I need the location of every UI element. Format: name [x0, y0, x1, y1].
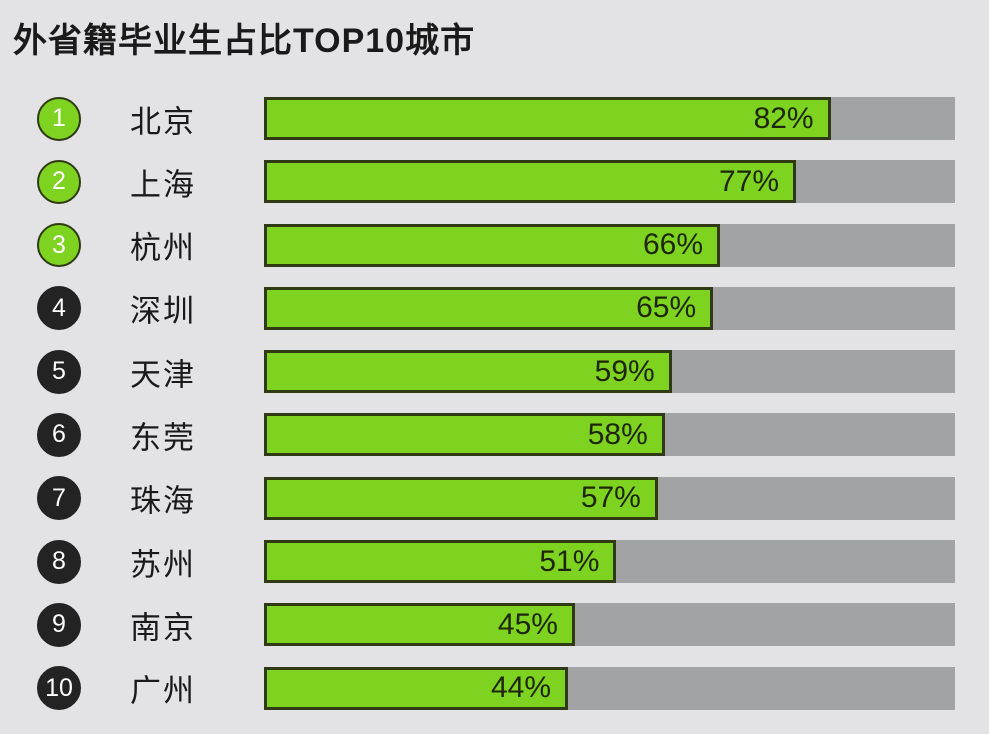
bar: 65% [264, 286, 714, 330]
rank-badge: 8 [37, 539, 81, 584]
bar-value-label: 45% [497, 607, 558, 641]
rank-badge: 3 [37, 223, 81, 268]
chart-rows: 1 北京 82% 2 上海 77% 3 杭州 66% 4 深圳 65% 5 天津 59% 6 东莞 58% 7 珠海 5… [0, 96, 989, 730]
rank-badge: 6 [37, 412, 81, 457]
city-label: 杭州 [130, 230, 196, 266]
bar: 66% [264, 223, 721, 267]
bar-track: 58% [264, 413, 955, 457]
bar-track: 57% [264, 476, 955, 520]
rank-badge: 10 [37, 666, 81, 711]
city-label: 天津 [130, 357, 196, 393]
chart-row: 9 南京 45% [0, 602, 989, 647]
bar-track: 51% [264, 540, 955, 584]
bar-track: 65% [264, 286, 955, 330]
bar: 58% [264, 413, 665, 457]
bar-track: 59% [264, 350, 955, 394]
chart-row: 3 杭州 66% [0, 223, 989, 268]
chart-row: 2 上海 77% [0, 159, 989, 204]
bar-value-label: 77% [719, 164, 780, 198]
chart-row: 1 北京 82% [0, 96, 989, 141]
rank-badge: 1 [37, 96, 81, 141]
bar-value-label: 58% [587, 417, 648, 451]
city-label: 深圳 [130, 293, 196, 329]
bar: 45% [264, 603, 575, 647]
bar: 44% [264, 666, 569, 710]
chart-row: 8 苏州 51% [0, 539, 989, 584]
chart-row: 4 深圳 65% [0, 286, 989, 331]
bar-track: 44% [264, 666, 955, 710]
city-label: 东莞 [130, 420, 196, 456]
chart-row: 5 天津 59% [0, 349, 989, 394]
city-label: 广州 [130, 673, 196, 709]
chart-title: 外省籍毕业生占比TOP10城市 [13, 22, 476, 60]
chart-row: 7 珠海 57% [0, 476, 989, 521]
bar-value-label: 44% [490, 671, 552, 705]
rank-badge: 2 [37, 159, 81, 204]
bar: 59% [264, 350, 672, 394]
bar-track: 82% [264, 97, 955, 140]
rank-badge: 9 [37, 602, 81, 647]
bar: 51% [264, 540, 617, 584]
city-label: 北京 [130, 104, 196, 139]
bar: 57% [264, 476, 658, 520]
city-label: 珠海 [130, 483, 196, 519]
bar-value-label: 59% [594, 354, 655, 388]
city-label: 上海 [130, 167, 196, 203]
bar-track: 77% [264, 160, 955, 204]
bar-value-label: 66% [643, 228, 704, 262]
city-label: 苏州 [130, 547, 196, 583]
bar: 77% [264, 160, 797, 204]
chart-row: 10 广州 44% [0, 666, 989, 711]
rank-badge: 7 [37, 476, 81, 521]
bar-track: 66% [264, 223, 955, 267]
city-label: 南京 [130, 610, 196, 646]
bar-value-label: 65% [636, 291, 697, 325]
rank-badge: 5 [37, 349, 81, 394]
bar: 82% [264, 97, 831, 140]
bar-value-label: 57% [580, 481, 641, 515]
bar-value-label: 82% [753, 101, 814, 135]
bar-track: 45% [264, 603, 955, 647]
bar-value-label: 51% [539, 544, 600, 578]
rank-badge: 4 [37, 286, 81, 331]
chart-row: 6 东莞 58% [0, 412, 989, 457]
